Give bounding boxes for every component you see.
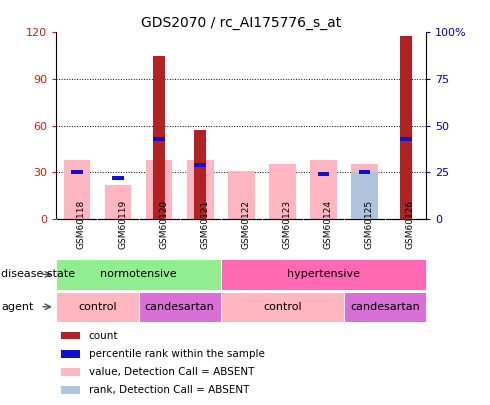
Bar	[221, 259, 426, 290]
Bar	[269, 164, 296, 219]
Text: candesartan: candesartan	[145, 302, 215, 312]
Text: normotensive: normotensive	[100, 269, 177, 279]
Title: GDS2070 / rc_AI175776_s_at: GDS2070 / rc_AI175776_s_at	[141, 16, 342, 30]
Text: candesartan: candesartan	[350, 302, 420, 312]
Bar	[61, 368, 80, 376]
Text: value, Detection Call = ABSENT: value, Detection Call = ABSENT	[89, 367, 254, 377]
Bar	[351, 172, 378, 219]
Bar	[61, 332, 80, 339]
Bar	[61, 350, 80, 358]
Text: disease state: disease state	[1, 269, 75, 279]
Text: control: control	[263, 302, 302, 312]
Bar	[221, 292, 344, 322]
Bar	[112, 176, 124, 180]
Text: GSM60126: GSM60126	[406, 200, 415, 249]
Bar	[400, 136, 412, 141]
Text: agent: agent	[1, 302, 33, 312]
Text: GSM60124: GSM60124	[323, 200, 333, 249]
Bar	[400, 36, 412, 219]
Text: GSM60122: GSM60122	[242, 200, 250, 249]
Bar	[139, 292, 221, 322]
Bar	[351, 164, 378, 219]
Bar	[344, 292, 426, 322]
Text: GSM60120: GSM60120	[159, 200, 168, 249]
Bar	[71, 170, 83, 174]
Text: GSM60119: GSM60119	[118, 200, 127, 249]
Bar	[359, 170, 370, 174]
Bar	[310, 160, 337, 219]
Text: percentile rank within the sample: percentile rank within the sample	[89, 349, 265, 359]
Text: count: count	[89, 330, 118, 341]
Bar	[153, 56, 165, 219]
Bar	[56, 259, 221, 290]
Bar	[228, 171, 255, 219]
Bar	[105, 185, 131, 219]
Text: hypertensive: hypertensive	[287, 269, 360, 279]
Bar	[56, 292, 139, 322]
Bar	[146, 160, 172, 219]
Text: GSM60123: GSM60123	[282, 200, 292, 249]
Text: rank, Detection Call = ABSENT: rank, Detection Call = ABSENT	[89, 385, 249, 395]
Text: control: control	[78, 302, 117, 312]
Text: GSM60118: GSM60118	[77, 200, 86, 249]
Bar	[195, 130, 206, 219]
Bar	[318, 172, 329, 176]
Bar	[61, 386, 80, 394]
Bar	[195, 163, 206, 166]
Bar	[64, 160, 90, 219]
Text: GSM60121: GSM60121	[200, 200, 209, 249]
Text: GSM60125: GSM60125	[365, 200, 374, 249]
Bar	[153, 136, 165, 141]
Bar	[187, 160, 214, 219]
